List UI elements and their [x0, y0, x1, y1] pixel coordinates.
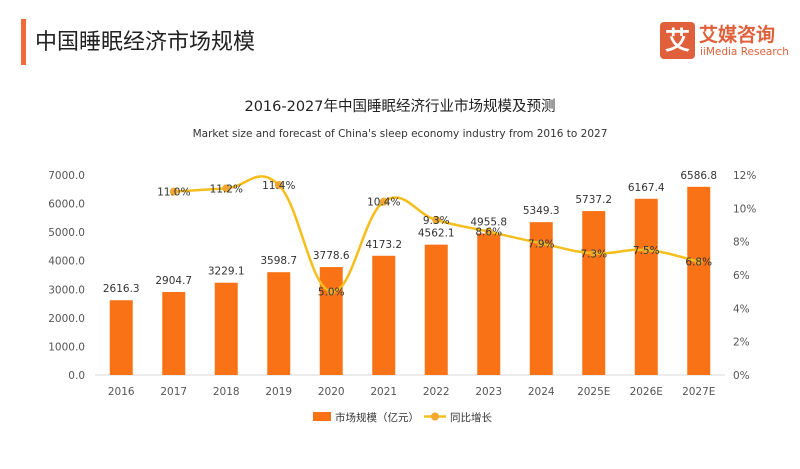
bar-data-label: 6586.8: [680, 170, 717, 182]
growth-point: [327, 287, 336, 296]
growth-data-label: 11.4%: [262, 180, 295, 192]
bar-data-label: 5349.3: [523, 205, 560, 217]
x-tick-label: 2023: [475, 386, 502, 398]
bar-data-label: 4173.2: [365, 239, 402, 251]
legend-swatch-point: [431, 412, 439, 421]
growth-point: [274, 181, 283, 189]
legend-label-line: 同比增长: [450, 411, 492, 424]
x-tick-label: 2020: [318, 386, 345, 398]
growth-point: [432, 216, 441, 224]
y-left-tick-label: 7000.0: [48, 170, 85, 182]
bar: [319, 267, 343, 375]
growth-data-label: 11.0%: [157, 187, 190, 199]
x-tick-label: 2019: [265, 386, 292, 398]
y-left-tick-label: 1000.0: [48, 341, 85, 353]
bar-data-label: 6167.4: [628, 182, 665, 194]
bar-data-label: 3229.1: [208, 266, 245, 278]
legend-label-bar: 市场规模（亿元）: [335, 411, 419, 424]
bar: [582, 211, 606, 375]
bar-data-label: 3778.6: [313, 250, 350, 262]
growth-data-label: 5.0%: [318, 287, 345, 299]
legend-swatch-bar: [313, 412, 331, 421]
x-tick-label: 2017: [160, 386, 187, 398]
y-right-tick-label: 2%: [733, 337, 750, 349]
imedia-logo: 艾 艾媒咨询 iiMedia Research: [660, 22, 800, 62]
bar-data-label: 2616.3: [103, 283, 140, 295]
x-tick-label: 2022: [423, 386, 450, 398]
y-left-tick-label: 4000.0: [48, 256, 85, 268]
growth-data-label: 10.4%: [367, 197, 400, 209]
x-tick-label: 2027E: [682, 386, 715, 398]
bar: [109, 300, 133, 375]
y-right-tick-label: 6%: [733, 270, 750, 282]
bar: [529, 222, 553, 375]
bar: [267, 272, 291, 375]
growth-point: [694, 257, 703, 266]
y-right-tick-label: 4%: [733, 303, 750, 315]
bar: [424, 244, 448, 375]
y-left-tick-label: 6000.0: [48, 199, 85, 211]
growth-point: [379, 197, 388, 206]
y-right-tick-label: 12%: [733, 170, 756, 182]
growth-line: [173, 175, 700, 293]
y-right-tick-label: 10%: [733, 203, 756, 215]
bar: [634, 198, 658, 375]
growth-data-label: 7.3%: [580, 248, 607, 260]
y-right-tick-label: 0%: [733, 370, 750, 382]
bar-data-label: 4562.1: [418, 228, 455, 240]
growth-data-label: 11.2%: [210, 183, 243, 195]
y-left-tick-label: 2000.0: [48, 313, 85, 325]
bar-data-label: 2904.7: [155, 275, 192, 287]
bar-data-label: 3598.7: [260, 255, 297, 267]
bar: [372, 255, 396, 375]
growth-point: [484, 227, 493, 236]
y-left-tick-label: 0.0: [68, 370, 85, 382]
growth-point: [222, 184, 231, 193]
bar-data-label: 5737.2: [575, 194, 612, 206]
growth-data-label: 6.8%: [685, 257, 712, 269]
growth-data-label: 9.3%: [423, 215, 450, 227]
growth-point: [169, 187, 178, 196]
x-tick-label: 2026E: [630, 386, 663, 398]
growth-point: [642, 246, 651, 254]
y-left-tick-label: 5000.0: [48, 227, 85, 239]
bar: [687, 186, 711, 375]
x-tick-label: 2018: [213, 386, 240, 398]
growth-point: [537, 239, 546, 248]
bar-data-label: 4955.8: [470, 216, 507, 228]
title-accent-bar: [21, 19, 26, 65]
growth-data-label: 7.9%: [528, 238, 555, 250]
growth-point: [589, 249, 598, 258]
y-left-tick-label: 3000.0: [48, 284, 85, 296]
bar: [162, 292, 186, 375]
chart-subtitle: Market size and forecast of China's slee…: [193, 128, 608, 140]
x-tick-label: 2025E: [577, 386, 610, 398]
x-tick-label: 2021: [370, 386, 397, 398]
growth-data-label: 7.5%: [633, 245, 660, 257]
y-right-tick-label: 8%: [733, 237, 750, 249]
x-tick-label: 2016: [108, 386, 135, 398]
x-tick-label: 2024: [528, 386, 555, 398]
page-title: 中国睡眠经济市场规模: [35, 30, 256, 55]
bar: [214, 282, 238, 375]
bar: [477, 233, 501, 375]
logo-en-text: iiMedia Research: [700, 46, 789, 58]
logo-cn-text: 艾媒咨询: [699, 24, 776, 46]
logo-mark: 艾: [660, 22, 695, 59]
growth-data-label: 8.6%: [475, 227, 502, 239]
chart-title: 2016-2027年中国睡眠经济行业市场规模及预测: [244, 98, 555, 115]
